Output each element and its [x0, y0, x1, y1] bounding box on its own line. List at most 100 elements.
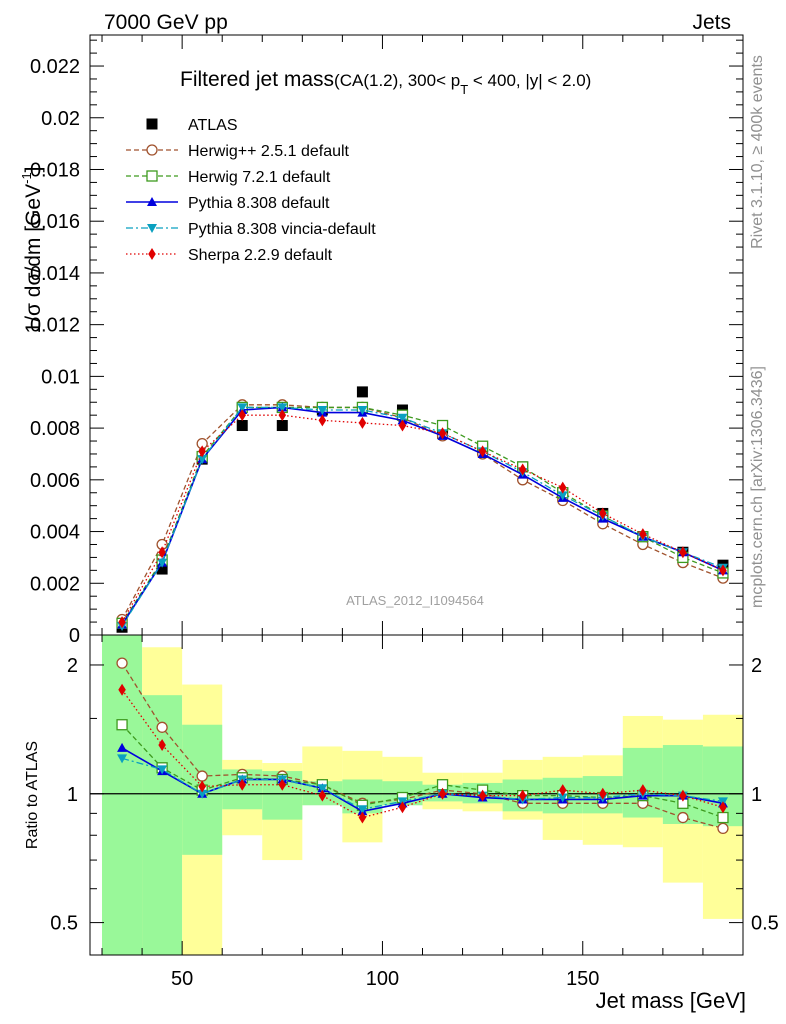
ratio-line-herwigpp [121, 662, 724, 830]
point-sherpa [198, 445, 206, 458]
y-tick-label: 0.022 [30, 56, 80, 78]
y-tick-label: 0 [69, 625, 80, 647]
point-vincia [397, 413, 408, 423]
point-vincia [557, 491, 568, 501]
main-y-axis-label: 1/σ dσ/dm [GeV-1] [19, 166, 45, 333]
point-sherpa [639, 528, 647, 541]
legend-marker-pythia [147, 197, 157, 206]
x-axis-label: Jet mass [GeV] [596, 988, 746, 1013]
ratio-point-sherpa [318, 789, 327, 802]
point-sherpa [558, 481, 567, 494]
legend: ATLAS Herwig++ 2.5.1 default Herwig 7.2.1 … [126, 117, 376, 264]
point-vincia [357, 406, 368, 415]
point-vincia [237, 403, 248, 413]
point-vincia [317, 406, 328, 415]
legend-label-pythia: Pythia 8.308 default [188, 195, 330, 212]
ratio-point-herwig7 [717, 811, 729, 824]
legend-marker-herwig7 [146, 170, 158, 182]
series-line-herwig7 [121, 406, 724, 624]
ratio-tick-label: 0.5 [50, 913, 78, 935]
point-atlas [156, 563, 168, 575]
y-tick-label: 0.01 [41, 366, 80, 388]
ratio-point-sherpa [639, 784, 647, 797]
plot-title-main: Filtered jet mass [180, 68, 334, 91]
legend-marker-herwigpp [146, 144, 158, 156]
ratio-point-sherpa [518, 789, 527, 802]
ratio-point-sherpa [398, 801, 407, 814]
energy-label: 7000 GeV pp [104, 11, 228, 34]
ratio-point-sherpa [438, 787, 447, 800]
ratio-point-vincia [557, 793, 568, 803]
point-sherpa [518, 463, 527, 476]
ratio-band-inner [102, 635, 143, 955]
plot-title-sub-t: T [460, 82, 468, 97]
y-tick-label: 0.004 [30, 522, 80, 544]
point-sherpa [679, 546, 687, 559]
ratio-point-sherpa [238, 778, 246, 791]
y-tick-label: 0.014 [30, 263, 80, 285]
ratio-point-sherpa [719, 801, 727, 814]
point-atlas [356, 386, 368, 398]
ratio-point-herwigpp [116, 657, 128, 669]
ratio-tick-label: 2 [67, 655, 78, 677]
y-tick-label: 0.012 [30, 315, 80, 337]
ratio-point-sherpa [478, 789, 487, 802]
rivet-label: Rivet 3.1.10, ≥ 400k events [749, 55, 766, 249]
ratio-point-sherpa [158, 739, 166, 752]
ratio-point-sherpa [358, 811, 367, 824]
jets-label: Jets [692, 11, 731, 34]
ratio-line-herwig7 [121, 724, 724, 819]
point-sherpa [358, 416, 367, 429]
y-tick-label: 0.002 [30, 573, 80, 595]
mcplots-label: mcplots.cern.ch [arXiv:1306.3436] [749, 366, 766, 608]
point-atlas [236, 420, 248, 432]
ratio-series-group [116, 657, 729, 835]
x-tick-label: 100 [366, 968, 399, 990]
ratio-y-axis-label: Ratio to ATLAS [24, 741, 41, 849]
point-sherpa [438, 427, 447, 440]
point-sherpa [118, 616, 126, 629]
ratio-point-vincia [357, 805, 368, 815]
ratio-point-herwigpp [196, 770, 208, 782]
ratio-tick-label: 1 [67, 784, 78, 806]
plot-title-sub-b: < 400, |y| < 2.0) [468, 71, 591, 90]
point-sherpa [719, 564, 727, 577]
ratio-point-sherpa [599, 787, 607, 800]
legend-label-atlas: ATLAS [188, 117, 238, 134]
point-sherpa [318, 414, 327, 427]
legend-label-vincia: Pythia 8.308 vincia-default [188, 221, 376, 238]
y-tick-label: 0.008 [30, 418, 80, 440]
legend-marker-atlas [146, 118, 158, 130]
point-vincia [197, 455, 208, 465]
analysis-watermark: ATLAS_2012_I1094564 [346, 593, 484, 608]
legend-marker-sherpa [148, 248, 156, 260]
point-sherpa [398, 419, 407, 432]
y-tick-label: 0.018 [30, 159, 80, 181]
legend-label-herwigpp: Herwig++ 2.5.1 default [188, 143, 350, 160]
ratio-tick-label-right: 0.5 [751, 913, 779, 935]
point-vincia [157, 558, 168, 568]
series-line-sherpa [121, 414, 724, 623]
ratio-point-herwigpp [677, 811, 689, 824]
y-tick-label: 0.006 [30, 470, 80, 492]
point-sherpa [599, 507, 607, 520]
ratio-y-ticks: 0.5 0.5 1 1 2 2 [50, 655, 779, 935]
ratio-point-sherpa [679, 789, 687, 802]
ratio-point-herwigpp [717, 822, 729, 835]
ratio-point-vincia [157, 765, 168, 775]
point-vincia [277, 403, 288, 413]
ratio-point-vincia [117, 754, 128, 764]
legend-label-herwig7: Herwig 7.2.1 default [188, 169, 331, 186]
ratio-point-sherpa [118, 683, 126, 696]
point-sherpa [278, 409, 287, 422]
ratio-point-vincia [197, 789, 208, 799]
main-series-group [116, 386, 729, 633]
point-sherpa [478, 445, 487, 458]
ratio-band-inner [142, 695, 183, 955]
main-y-ticks: 0 0.002 0.004 0.006 0.008 0.01 0.012 0.014 0.016… [30, 39, 743, 647]
plot-title: Filtered jet mass(CA(1.2), 300< pT < 400… [180, 68, 591, 97]
ratio-point-herwig7 [116, 719, 128, 731]
ratio-panel-frame [89, 634, 744, 956]
ratio-uncertainty-bands [90, 635, 743, 955]
